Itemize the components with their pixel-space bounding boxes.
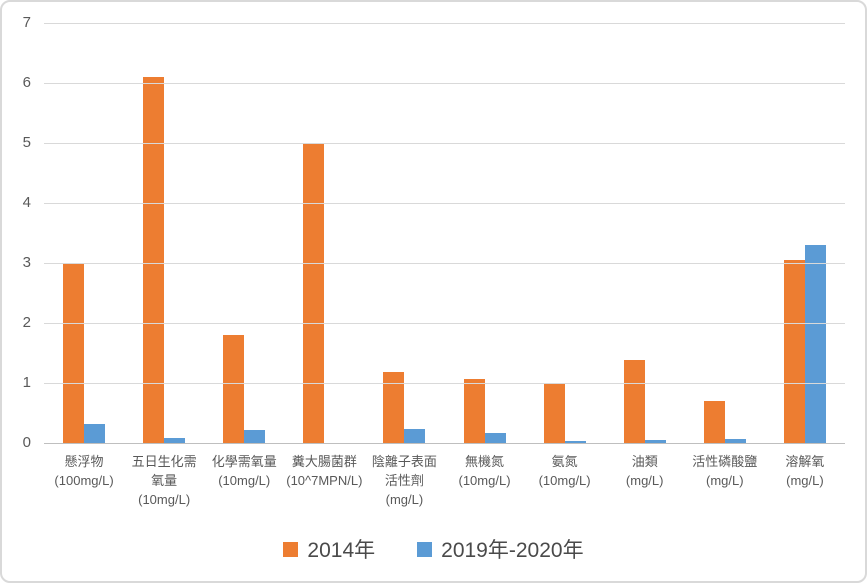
bar-series-1 <box>644 440 666 443</box>
bar-series-0 <box>703 401 725 443</box>
y-axis-tick-label: 3 <box>22 254 31 271</box>
legend-item-2019-2020: 2019年-2020年 <box>417 534 584 564</box>
bar-group <box>364 23 444 443</box>
y-axis-tick-label: 0 <box>22 434 31 451</box>
bar-series-1 <box>484 432 506 443</box>
gridline <box>44 323 845 324</box>
bar-series-0 <box>383 372 405 443</box>
y-axis-tick-label: 4 <box>22 194 31 211</box>
gridline <box>44 263 845 264</box>
gridline <box>44 203 845 204</box>
bar-series-1 <box>84 423 106 443</box>
category-label: 懸浮物 (100mg/L) <box>54 454 114 488</box>
bar-group <box>765 23 845 443</box>
bar-group <box>525 23 605 443</box>
bar-series-1 <box>244 429 266 443</box>
bar-series-0 <box>303 143 325 443</box>
y-axis-tick-label: 7 <box>22 14 31 31</box>
category-label: 活性磷酸鹽 (mg/L) <box>692 454 758 488</box>
category-label: 溶解氧 (mg/L) <box>785 454 825 488</box>
category-label: 氨氮 (10mg/L) <box>538 454 591 488</box>
bar-series-0 <box>463 378 485 443</box>
legend-label-2014: 2014年 <box>307 539 376 562</box>
bar-series-0 <box>783 260 805 443</box>
category-label: 糞大腸菌群 (10^7MPN/L) <box>286 454 363 488</box>
category-label: 化學需氧量 (10mg/L) <box>211 454 277 488</box>
legend-swatch-2014-icon <box>283 541 299 557</box>
x-axis-labels: 懸浮物 (100mg/L) 五日生化需 氧量 (10mg/L) 化學需氧量 (10m… <box>44 452 845 509</box>
bar-series-1 <box>804 245 826 443</box>
bar-group <box>44 23 124 443</box>
category-label: 無機氮 (10mg/L) <box>458 454 511 488</box>
bars-row <box>44 23 845 443</box>
y-axis: 0 1 2 3 4 5 6 7 <box>2 14 34 463</box>
legend-swatch-2019-2020-icon <box>417 541 433 557</box>
y-axis-tick-label: 1 <box>22 374 31 391</box>
bar-series-1 <box>404 428 426 443</box>
bar-group <box>444 23 524 443</box>
bar-series-0 <box>223 335 245 443</box>
bar-group <box>204 23 284 443</box>
bar-group <box>284 23 364 443</box>
legend-label-2019-2020: 2019年-2020年 <box>441 539 584 562</box>
bar-series-1 <box>564 441 586 443</box>
category-label: 油類 (mg/L) <box>625 454 664 488</box>
bar-series-1 <box>164 438 186 443</box>
bar-series-0 <box>63 263 85 443</box>
gridline <box>44 143 845 144</box>
legend: 2014年 2019年-2020年 <box>2 534 865 564</box>
bar-group <box>124 23 204 443</box>
legend-item-2014: 2014年 <box>283 534 375 564</box>
category-label: 五日生化需 氧量 (10mg/L) <box>131 454 197 507</box>
bar-series-0 <box>143 77 165 443</box>
bar-group <box>685 23 765 443</box>
y-axis-tick-label: 6 <box>22 74 31 91</box>
bar-series-0 <box>543 383 565 443</box>
bar-group <box>605 23 685 443</box>
y-axis-tick-label: 5 <box>22 134 31 151</box>
bar-series-0 <box>623 360 645 443</box>
x-axis-line <box>44 443 845 444</box>
y-axis-tick-label: 2 <box>22 314 31 331</box>
gridline <box>44 23 845 24</box>
gridline <box>44 383 845 384</box>
gridline <box>44 83 845 84</box>
plot-area <box>44 23 845 444</box>
bar-series-1 <box>724 438 746 443</box>
category-label: 陰離子表面 活性劑 (mg/L) <box>371 454 437 507</box>
